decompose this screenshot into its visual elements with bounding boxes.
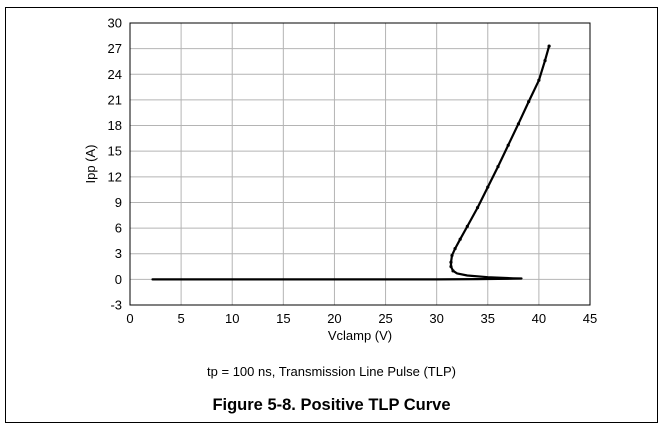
y-tick-label: 24 [108,67,122,82]
data-point [453,247,457,251]
grid-lines [130,23,590,305]
series-layer [151,44,551,281]
data-point [537,78,541,82]
data-point [496,164,500,169]
x-tick-label: 25 [378,311,392,326]
x-axis-label: Vclamp (V) [328,328,392,343]
plot-border [129,22,591,306]
data-point [475,205,480,210]
x-tick-label: 40 [532,311,546,326]
x-tick-label: 20 [327,311,341,326]
x-tick-label: 10 [225,311,239,326]
data-point [451,269,455,273]
data-point [506,143,510,147]
x-tick-label: 30 [429,311,443,326]
y-tick-label: 6 [115,221,122,236]
figure-frame [5,7,658,423]
y-tick-labels: -3 0 3 6 9 12 15 18 21 24 27 30 [108,16,122,313]
x-tick-label: 0 [126,311,133,326]
y-tick-label: 18 [108,118,122,133]
data-point [450,253,454,258]
y-axis-label: Ipp (A) [83,144,98,183]
figure-title: Figure 5-8. Positive TLP Curve [212,396,451,414]
data-point [449,260,453,264]
y-tick-label: 15 [108,144,122,159]
x-tick-label: 15 [276,311,290,326]
data-point [527,100,531,104]
y-tick-label: 21 [108,92,122,107]
x-tick-label: 45 [583,311,597,326]
data-point [449,264,453,269]
y-tick-label: 9 [115,195,122,210]
tlp-curve-line [151,44,551,281]
y-tick-label: 27 [108,41,122,56]
data-point [543,59,547,63]
data-point [547,44,551,48]
y-tick-label: -3 [110,298,122,313]
data-point [458,237,462,241]
test-condition-caption: tp = 100 ns, Transmission Line Pulse (TL… [207,364,456,379]
x-tick-labels: 0 5 10 15 20 25 30 35 40 45 [126,311,597,326]
data-point [516,122,521,126]
data-point [465,224,469,228]
y-tick-label: 3 [115,246,122,261]
x-tick-label: 5 [177,311,184,326]
y-tick-label: 12 [108,169,122,184]
plot-area-border [129,22,591,306]
y-tick-label: 0 [115,272,122,287]
x-tick-label: 35 [481,311,495,326]
y-tick-label: 30 [108,16,122,31]
data-point [486,185,490,189]
